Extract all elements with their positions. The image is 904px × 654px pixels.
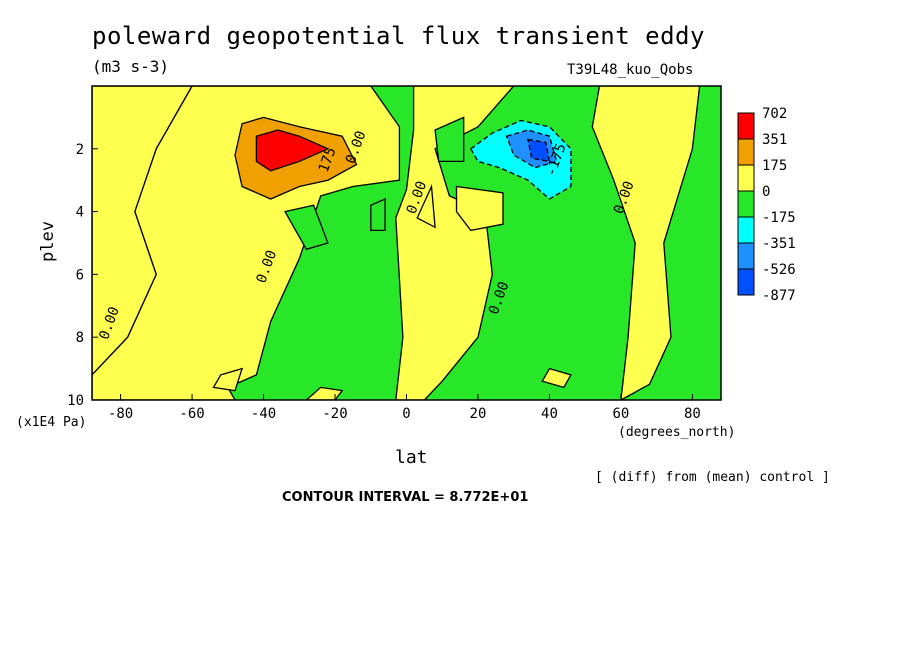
x-axis-label: lat [395, 447, 428, 468]
x-tick-label: 40 [541, 406, 558, 422]
y-tick-label: 4 [76, 205, 84, 221]
region-green_extra-0 [283, 204, 329, 251]
region-yellow-2 [305, 386, 344, 400]
y-tick-label: 6 [76, 267, 84, 283]
region-yellow-4 [416, 183, 436, 229]
region-yellow-6 [455, 185, 504, 232]
region-yellow-5 [591, 86, 701, 400]
legend-swatch [737, 164, 755, 192]
legend-swatch [737, 112, 755, 140]
x-axis-units: (degrees_north) [618, 425, 736, 440]
legend-level-label: -175 [762, 210, 796, 226]
chart-title: poleward geopotential flux transient edd… [92, 22, 705, 50]
x-tick-label: 60 [613, 406, 630, 422]
legend-swatch [737, 216, 755, 244]
legend-level-label: 175 [762, 158, 787, 174]
region-yellow-8 [541, 367, 572, 389]
axes: -80 -60 -40 -20 0 20 40 60 80 2 4 6 8 10 [67, 85, 722, 422]
diff-note: [ (diff) from (mean) control ] [595, 470, 830, 485]
legend-swatch [737, 242, 755, 270]
x-tick-label: -40 [251, 406, 276, 422]
legend-swatch [737, 190, 755, 218]
legend-level-label: 351 [762, 132, 787, 148]
legend-swatch [737, 138, 755, 166]
legend-level-label: -351 [762, 236, 796, 252]
legend-swatch [737, 268, 755, 296]
region-dark_blue-0 [527, 138, 551, 163]
run-label: T39L48_kuo_Qobs [567, 62, 694, 78]
x-tick-label: 80 [684, 406, 701, 422]
region-red-0 [255, 129, 330, 172]
x-tick-label: 0 [402, 406, 410, 422]
contour-interval: CONTOUR INTERVAL = 8.772E+01 [282, 490, 529, 505]
legend-level-label: -877 [762, 288, 796, 304]
legend-level-label: 702 [762, 106, 787, 122]
legend-level-label: -526 [762, 262, 796, 278]
y-tick-label: 10 [67, 393, 84, 409]
color-legend: 702 351 175 0 -175 -351 -526 -877 [737, 106, 796, 304]
x-tick-label: -20 [322, 406, 347, 422]
x-tick-label: 20 [470, 406, 487, 422]
region-green_extra-2 [434, 116, 465, 163]
chart-units: (m3 s-3) [92, 57, 170, 76]
legend-level-label: 0 [762, 184, 770, 200]
region-yellow-7 [212, 367, 244, 392]
region-green_extra-1 [370, 198, 386, 232]
y-axis-units: (x1E4 Pa) [16, 415, 87, 430]
x-tick-label: -80 [108, 406, 133, 422]
y-tick-label: 8 [76, 330, 84, 346]
y-tick-label: 2 [76, 142, 84, 158]
x-tick-label: -60 [179, 406, 204, 422]
